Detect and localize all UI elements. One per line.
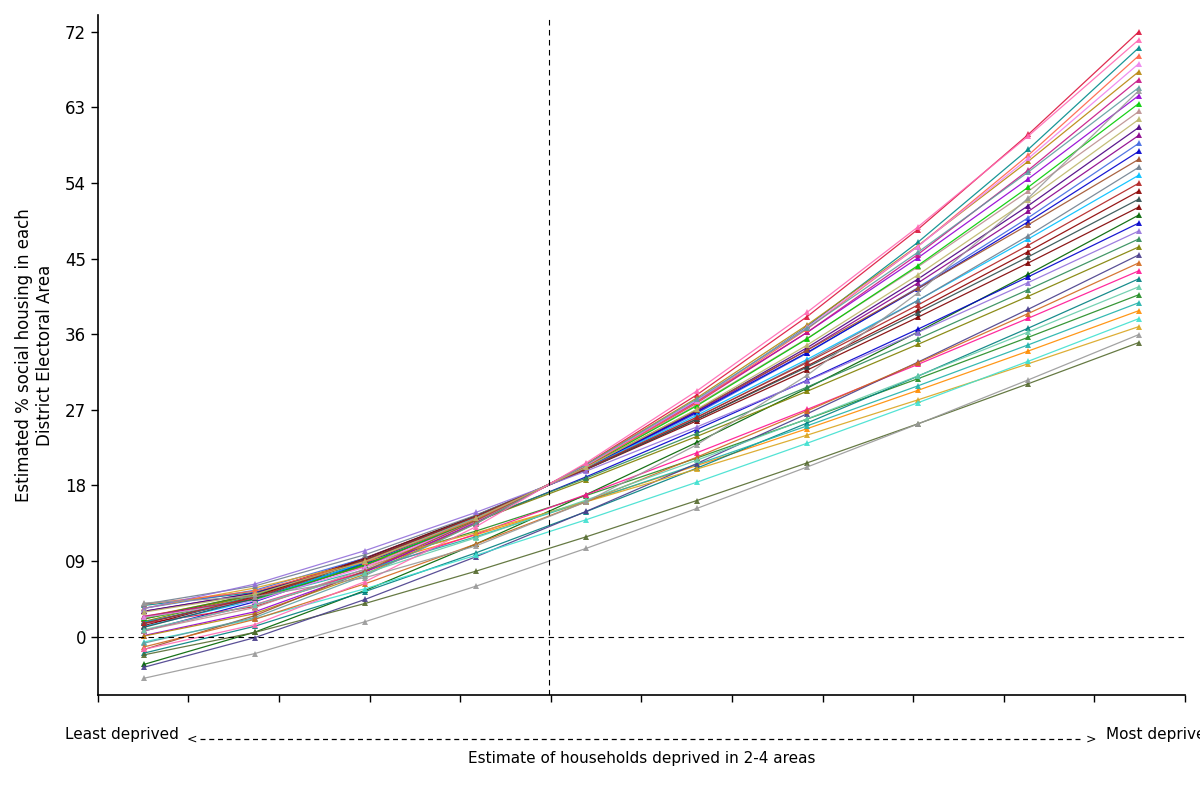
Text: Most deprived: Most deprived <box>1106 727 1200 742</box>
Y-axis label: Estimated % social housing in each
District Electoral Area: Estimated % social housing in each Distr… <box>14 208 54 502</box>
Text: Least deprived: Least deprived <box>65 727 179 742</box>
Text: >: > <box>1086 732 1096 746</box>
Text: Estimate of households deprived in 2-4 areas: Estimate of households deprived in 2-4 a… <box>468 751 815 766</box>
Text: <: < <box>187 732 198 746</box>
